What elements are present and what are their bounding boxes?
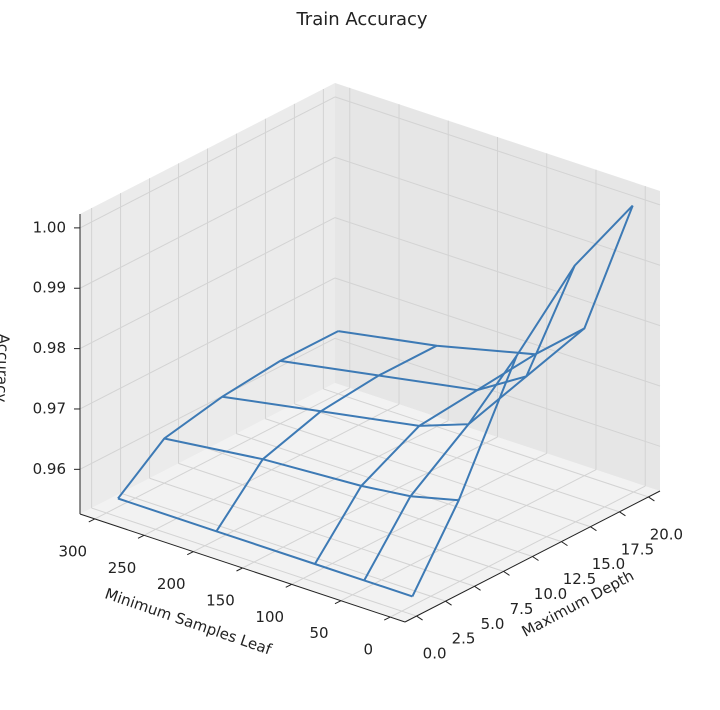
tick-mark (503, 570, 510, 576)
tick-mark (88, 518, 95, 523)
tick-mark (532, 556, 539, 561)
y-tick-label: 50 (309, 624, 328, 642)
grid-line (334, 337, 661, 447)
tick-mark (416, 615, 423, 621)
grid-line (143, 403, 400, 536)
tick-mark (137, 534, 145, 539)
grid-line (79, 96, 336, 229)
wire-column (117, 497, 413, 598)
chart-title: Train Accuracy (295, 9, 427, 30)
x-tick-label: 7.5 (510, 600, 534, 618)
z-tick-label: 1.00 (33, 218, 66, 236)
grid-line (193, 420, 449, 553)
y-tick-label: 200 (157, 575, 186, 593)
x-tick-label: 10.0 (534, 585, 567, 603)
grid-line (334, 277, 661, 387)
tick-mark (474, 585, 481, 591)
y-axis (79, 513, 406, 623)
grid-line (334, 217, 661, 327)
tick-mark (384, 616, 391, 621)
grid-line (291, 452, 547, 585)
grid-line (389, 485, 646, 618)
tick-mark (590, 526, 597, 532)
grid-line (79, 156, 336, 289)
x-tick-label: 17.5 (621, 540, 654, 558)
grid-line (334, 156, 661, 266)
z-tick-label: 0.97 (33, 399, 66, 417)
tick-mark (561, 541, 568, 547)
wire-column (338, 205, 634, 356)
y-tick-label: 0 (363, 641, 373, 659)
tick-mark (187, 551, 194, 556)
x-tick-label: 15.0 (592, 555, 625, 573)
z-tick-label: 0.99 (33, 279, 66, 297)
tick-mark (648, 496, 655, 502)
y-tick-label: 300 (58, 542, 87, 560)
grid-line (334, 96, 661, 206)
x-tick-label: 2.5 (452, 630, 476, 648)
grid-line (340, 469, 597, 602)
grid-line (79, 277, 336, 410)
x-tick-label: 0.0 (423, 645, 447, 663)
y-tick-label: 250 (108, 559, 137, 577)
z-tick-label: 0.98 (33, 339, 66, 357)
y-tick-label: 150 (206, 592, 235, 610)
y-tick-label: 100 (255, 608, 284, 626)
grid-line (79, 337, 336, 470)
wire-column (222, 355, 518, 427)
wire-column (280, 265, 576, 392)
tick-mark (619, 511, 626, 517)
y-axis-label: Minimum Samples Leaf (103, 585, 275, 659)
x-tick-label: 20.0 (650, 525, 683, 543)
wire-column (164, 437, 459, 502)
tick-mark (334, 600, 342, 605)
z-axis-label: Accuracy (0, 333, 13, 402)
x-axis (404, 490, 661, 623)
grid-line (242, 436, 498, 569)
tick-mark (445, 600, 452, 606)
tick-mark (285, 583, 292, 588)
z-tick-label: 0.96 (33, 460, 66, 478)
x-tick-label: 12.5 (563, 570, 596, 588)
grid-line (79, 217, 336, 350)
x-tick-label: 5.0 (481, 615, 505, 633)
tick-mark (236, 567, 243, 572)
